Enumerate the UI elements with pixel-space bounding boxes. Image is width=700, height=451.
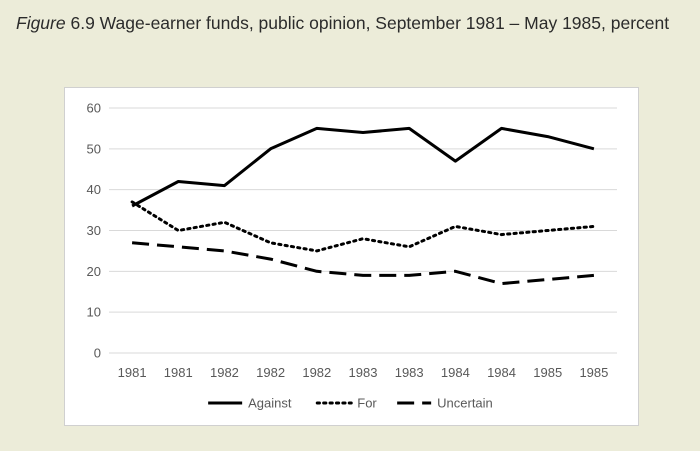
y-tick-label: 10: [87, 305, 101, 320]
x-tick-label: 1981: [164, 365, 193, 380]
x-tick-label: 1982: [256, 365, 285, 380]
figure-title: 6.9 Wage-earner funds, public opinion, S…: [70, 13, 670, 33]
x-tick-label: 1984: [441, 365, 470, 380]
gridlines: [109, 107, 617, 354]
y-tick-label: 50: [87, 141, 101, 156]
legend-label-against: Against: [248, 396, 292, 411]
chart-panel: 0 10 20 30 40 50 60 1981 1981 1982 1982 1982 1983 19…: [64, 87, 639, 426]
series-line-for: [130, 200, 596, 253]
series-lines: [130, 126, 596, 286]
y-tick-label: 0: [94, 346, 101, 361]
series-line-uncertain: [131, 241, 595, 286]
x-tick-label: 1985: [533, 365, 562, 380]
legend-label-for: For: [357, 396, 377, 411]
x-tick-label: 1982: [302, 365, 331, 380]
x-axis-ticks: 1981 1981 1982 1982 1982 1983 1983 1984 1984 1985…: [118, 365, 609, 380]
y-tick-label: 20: [87, 264, 101, 279]
x-tick-label: 1983: [349, 365, 378, 380]
legend: Against For Uncertain: [208, 396, 493, 411]
figure-label: Figure: [16, 13, 66, 33]
y-tick-label: 30: [87, 223, 101, 238]
series-line-against: [131, 126, 595, 208]
legend-label-uncertain: Uncertain: [437, 396, 493, 411]
y-axis-ticks: 0 10 20 30 40 50 60: [87, 101, 101, 361]
y-tick-label: 60: [87, 101, 101, 116]
figure-caption: Figure 6.9 Wage-earner funds, public opi…: [16, 12, 686, 35]
x-tick-label: 1981: [118, 365, 147, 380]
x-tick-label: 1985: [579, 365, 608, 380]
y-tick-label: 40: [87, 182, 101, 197]
x-tick-label: 1983: [395, 365, 424, 380]
x-tick-label: 1984: [487, 365, 516, 380]
x-tick-label: 1982: [210, 365, 239, 380]
